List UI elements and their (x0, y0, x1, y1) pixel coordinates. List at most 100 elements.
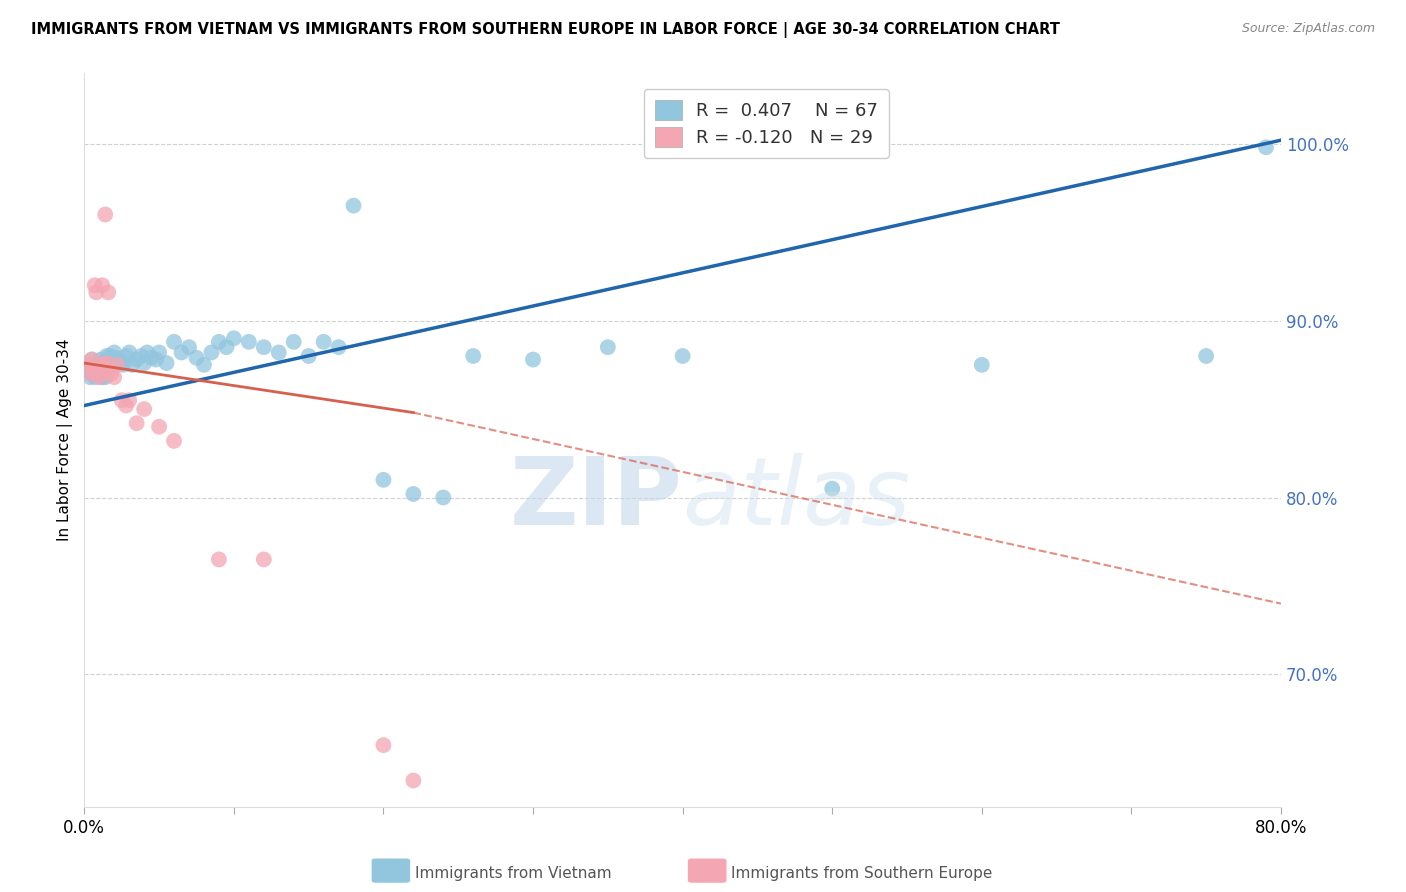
Point (125, 416, 148, 430)
Y-axis label: In Labor Force | Age 30-34: In Labor Force | Age 30-34 (58, 339, 73, 541)
Point (93, 358, 115, 372)
Point (93, 358, 115, 372)
Point (90, 358, 112, 372)
Point (82, 363, 104, 377)
Point (522, 352, 544, 367)
Point (267, 345, 290, 359)
Point (148, 419, 170, 434)
Point (105, 356, 128, 370)
Point (107, 352, 129, 367)
Point (91, 370, 114, 384)
Point (1254, 140, 1277, 154)
Point (177, 340, 200, 354)
Point (163, 334, 186, 349)
Point (83, 278, 105, 293)
Point (77, 363, 100, 377)
Point (148, 345, 170, 359)
Point (155, 356, 177, 370)
Point (84, 358, 107, 372)
Point (312, 334, 335, 349)
Point (129, 349, 152, 363)
Point (97, 359, 120, 374)
Point (342, 199, 364, 213)
Text: ZIP: ZIP (510, 453, 683, 545)
Text: Immigrants from Vietnam: Immigrants from Vietnam (415, 866, 612, 880)
Point (96, 356, 118, 370)
Point (89, 370, 111, 384)
Point (80, 352, 103, 367)
Point (96, 356, 118, 370)
Point (163, 434, 186, 448)
Point (134, 402, 156, 417)
Point (94, 370, 117, 384)
Point (100, 367, 122, 381)
Point (193, 358, 215, 372)
Point (103, 345, 125, 359)
Point (112, 358, 135, 372)
Point (208, 334, 231, 349)
Point (87, 367, 110, 381)
Point (373, 473, 395, 487)
Point (432, 491, 454, 505)
Point (134, 356, 156, 370)
Text: Source: ZipAtlas.com: Source: ZipAtlas.com (1241, 22, 1375, 36)
Point (111, 393, 134, 408)
Point (253, 552, 276, 566)
Point (283, 334, 305, 349)
Point (373, 738, 395, 752)
Point (328, 340, 350, 354)
Point (298, 349, 321, 363)
Point (115, 349, 138, 363)
Point (121, 358, 143, 372)
Point (80, 352, 103, 367)
Point (672, 349, 695, 363)
Point (91, 278, 114, 293)
Point (97, 285, 120, 300)
Point (200, 345, 222, 359)
Point (118, 393, 141, 408)
Point (170, 345, 193, 359)
Point (402, 773, 425, 788)
Point (402, 487, 425, 501)
Point (821, 482, 844, 496)
Text: atlas: atlas (683, 453, 911, 544)
Point (238, 334, 260, 349)
Point (80, 358, 103, 372)
Point (98, 349, 121, 363)
Point (82, 363, 104, 377)
Point (115, 399, 138, 413)
Point (83, 367, 105, 381)
Text: IMMIGRANTS FROM VIETNAM VS IMMIGRANTS FROM SOUTHERN EUROPE IN LABOR FORCE | AGE : IMMIGRANTS FROM VIETNAM VS IMMIGRANTS FR… (31, 22, 1060, 38)
Point (100, 352, 122, 367)
Point (89, 358, 111, 372)
Point (136, 345, 159, 359)
Point (111, 356, 134, 370)
Point (141, 351, 163, 365)
Text: Immigrants from Southern Europe: Immigrants from Southern Europe (731, 866, 993, 880)
Point (89, 367, 111, 381)
Point (125, 352, 148, 367)
Point (253, 340, 276, 354)
Point (87, 363, 110, 377)
Point (101, 358, 124, 372)
Point (596, 340, 619, 354)
Point (98, 363, 121, 377)
Point (145, 352, 167, 367)
Point (84, 285, 107, 300)
Point (1195, 349, 1218, 363)
Point (90, 352, 112, 367)
Point (96, 349, 118, 363)
Point (79, 370, 101, 384)
Point (215, 340, 238, 354)
Point (83, 370, 105, 384)
Point (79, 367, 101, 381)
Point (222, 331, 245, 345)
Point (105, 358, 128, 372)
Point (118, 345, 141, 359)
Point (186, 351, 208, 365)
Point (93, 363, 115, 377)
Point (463, 349, 485, 363)
Legend: R =  0.407    N = 67, R = -0.120   N = 29: R = 0.407 N = 67, R = -0.120 N = 29 (644, 89, 889, 158)
Point (970, 358, 993, 372)
Point (77, 358, 100, 372)
